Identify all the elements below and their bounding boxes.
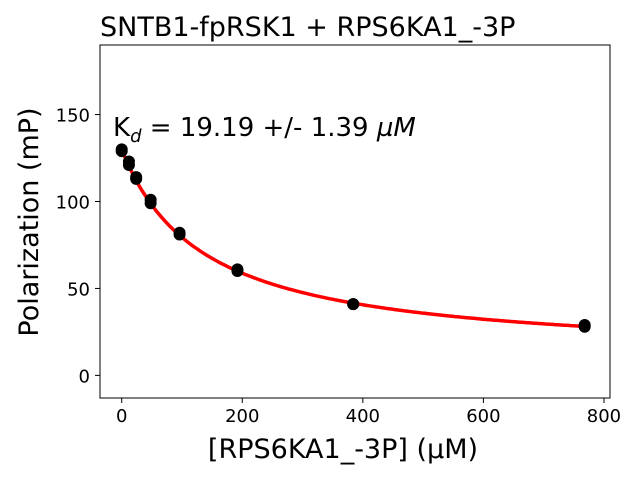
kd-annotation: Kd = 19.19 +/- 1.39 µM bbox=[113, 113, 416, 147]
plot-area bbox=[99, 44, 611, 399]
kd-prefix: K bbox=[113, 113, 131, 143]
data-point bbox=[130, 172, 143, 185]
x-tick-label: 0 bbox=[116, 406, 127, 427]
data-point bbox=[347, 298, 360, 311]
chart-title: SNTB1-fpRSK1 + RPS6KA1_-3P bbox=[100, 12, 515, 43]
kd-value: = 19.19 +/- 1.39 bbox=[142, 113, 377, 143]
y-tick-label: 50 bbox=[67, 279, 90, 300]
kd-unit: µM bbox=[376, 113, 416, 143]
x-tick-label: 400 bbox=[346, 406, 380, 427]
x-tick-label: 200 bbox=[225, 406, 259, 427]
data-point bbox=[144, 197, 157, 210]
x-tick-label: 600 bbox=[466, 406, 500, 427]
y-tick-label: 150 bbox=[56, 106, 90, 127]
data-point bbox=[115, 145, 128, 158]
data-point bbox=[122, 158, 135, 171]
y-tick-label: 0 bbox=[79, 366, 90, 387]
y-tick-label: 100 bbox=[56, 193, 90, 214]
x-axis-label: [RPS6KA1_-3P] (µM) bbox=[208, 434, 478, 465]
y-axis-label: Polarization (mP) bbox=[14, 107, 45, 336]
data-point bbox=[173, 228, 186, 241]
data-point bbox=[231, 265, 244, 278]
data-point bbox=[578, 320, 591, 333]
x-tick-label: 800 bbox=[587, 406, 621, 427]
kd-subscript: d bbox=[130, 126, 142, 147]
